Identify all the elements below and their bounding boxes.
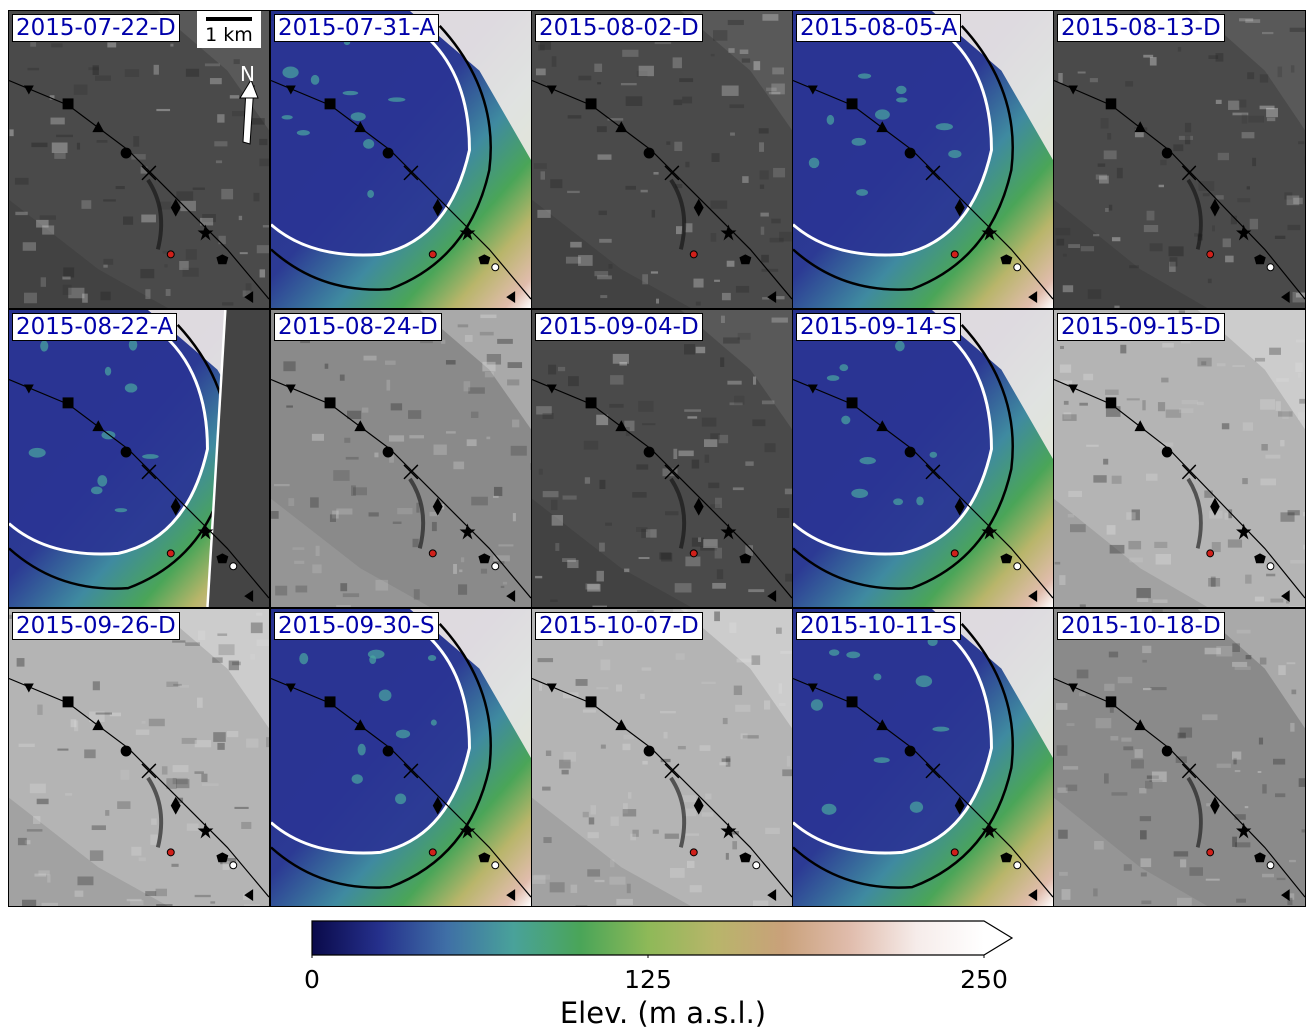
north-arrow: N bbox=[234, 62, 264, 152]
panel-image bbox=[793, 310, 1053, 607]
colorbar-gradient bbox=[311, 920, 1014, 958]
north-arrow-label: N bbox=[240, 62, 255, 86]
image-panel: 2015-09-30-S bbox=[270, 608, 532, 907]
image-panel: 2015-10-07-D bbox=[531, 608, 793, 907]
image-panel: 2015-08-13-D bbox=[1053, 10, 1306, 309]
panel-date-label: 2015-07-31-A bbox=[274, 14, 440, 42]
panel-image bbox=[9, 310, 269, 607]
image-panel: 2015-08-22-A bbox=[8, 309, 270, 608]
panel-date-label: 2015-08-05-A bbox=[796, 14, 962, 42]
colorbar-title: Elev. (m a.s.l.) bbox=[559, 996, 767, 1030]
image-grid: 2015-07-22-D 2015-07-31-A 2015-08-02-D 20… bbox=[8, 10, 1306, 907]
image-panel: 2015-10-11-S bbox=[792, 608, 1054, 907]
panel-date-label: 2015-09-30-S bbox=[274, 612, 439, 640]
panel-image bbox=[1054, 11, 1305, 308]
panel-image bbox=[793, 11, 1053, 308]
panel-image bbox=[9, 11, 269, 308]
panel-date-label: 2015-10-18-D bbox=[1057, 612, 1225, 640]
scale-bar-line bbox=[206, 17, 252, 21]
image-panel: 2015-07-22-D bbox=[8, 10, 270, 309]
panel-image bbox=[9, 609, 269, 906]
panel-date-label: 2015-07-22-D bbox=[12, 14, 180, 42]
image-panel: 2015-09-04-D bbox=[531, 309, 793, 608]
panel-date-label: 2015-08-22-A bbox=[12, 313, 178, 341]
image-panel: 2015-09-15-D bbox=[1053, 309, 1306, 608]
panel-date-label: 2015-09-15-D bbox=[1057, 313, 1225, 341]
colorbar-tick-label: 125 bbox=[624, 965, 672, 994]
panel-date-label: 2015-10-11-S bbox=[796, 612, 961, 640]
image-panel: 2015-08-02-D bbox=[531, 10, 793, 309]
panel-image bbox=[532, 11, 792, 308]
panel-date-label: 2015-09-14-S bbox=[796, 313, 961, 341]
image-panel: 2015-09-26-D bbox=[8, 608, 270, 907]
colorbar: 0 125 250 Elev. (m a.s.l.) bbox=[0, 910, 1306, 1035]
panel-image bbox=[1054, 609, 1305, 906]
panel-image bbox=[1054, 310, 1305, 607]
panel-image bbox=[532, 609, 792, 906]
panel-date-label: 2015-10-07-D bbox=[535, 612, 703, 640]
scale-bar: 1 km bbox=[197, 11, 261, 48]
panel-date-label: 2015-09-26-D bbox=[12, 612, 180, 640]
panel-date-label: 2015-09-04-D bbox=[535, 313, 703, 341]
image-panel: 2015-08-05-A bbox=[792, 10, 1054, 309]
image-panel: 2015-08-24-D bbox=[270, 309, 532, 608]
colorbar-tick-label: 250 bbox=[960, 965, 1008, 994]
panel-date-label: 2015-08-13-D bbox=[1057, 14, 1225, 42]
panel-image bbox=[793, 609, 1053, 906]
panel-date-label: 2015-08-24-D bbox=[274, 313, 442, 341]
colorbar-tick-label: 0 bbox=[304, 965, 320, 994]
north-arrow-icon bbox=[239, 78, 259, 145]
panel-image bbox=[532, 310, 792, 607]
panel-image bbox=[271, 11, 531, 308]
image-panel: 2015-10-18-D bbox=[1053, 608, 1306, 907]
image-panel: 2015-07-31-A bbox=[270, 10, 532, 309]
panel-image bbox=[271, 310, 531, 607]
panel-image bbox=[271, 609, 531, 906]
image-panel: 2015-09-14-S bbox=[792, 309, 1054, 608]
scale-bar-label: 1 km bbox=[205, 24, 253, 46]
panel-date-label: 2015-08-02-D bbox=[535, 14, 703, 42]
